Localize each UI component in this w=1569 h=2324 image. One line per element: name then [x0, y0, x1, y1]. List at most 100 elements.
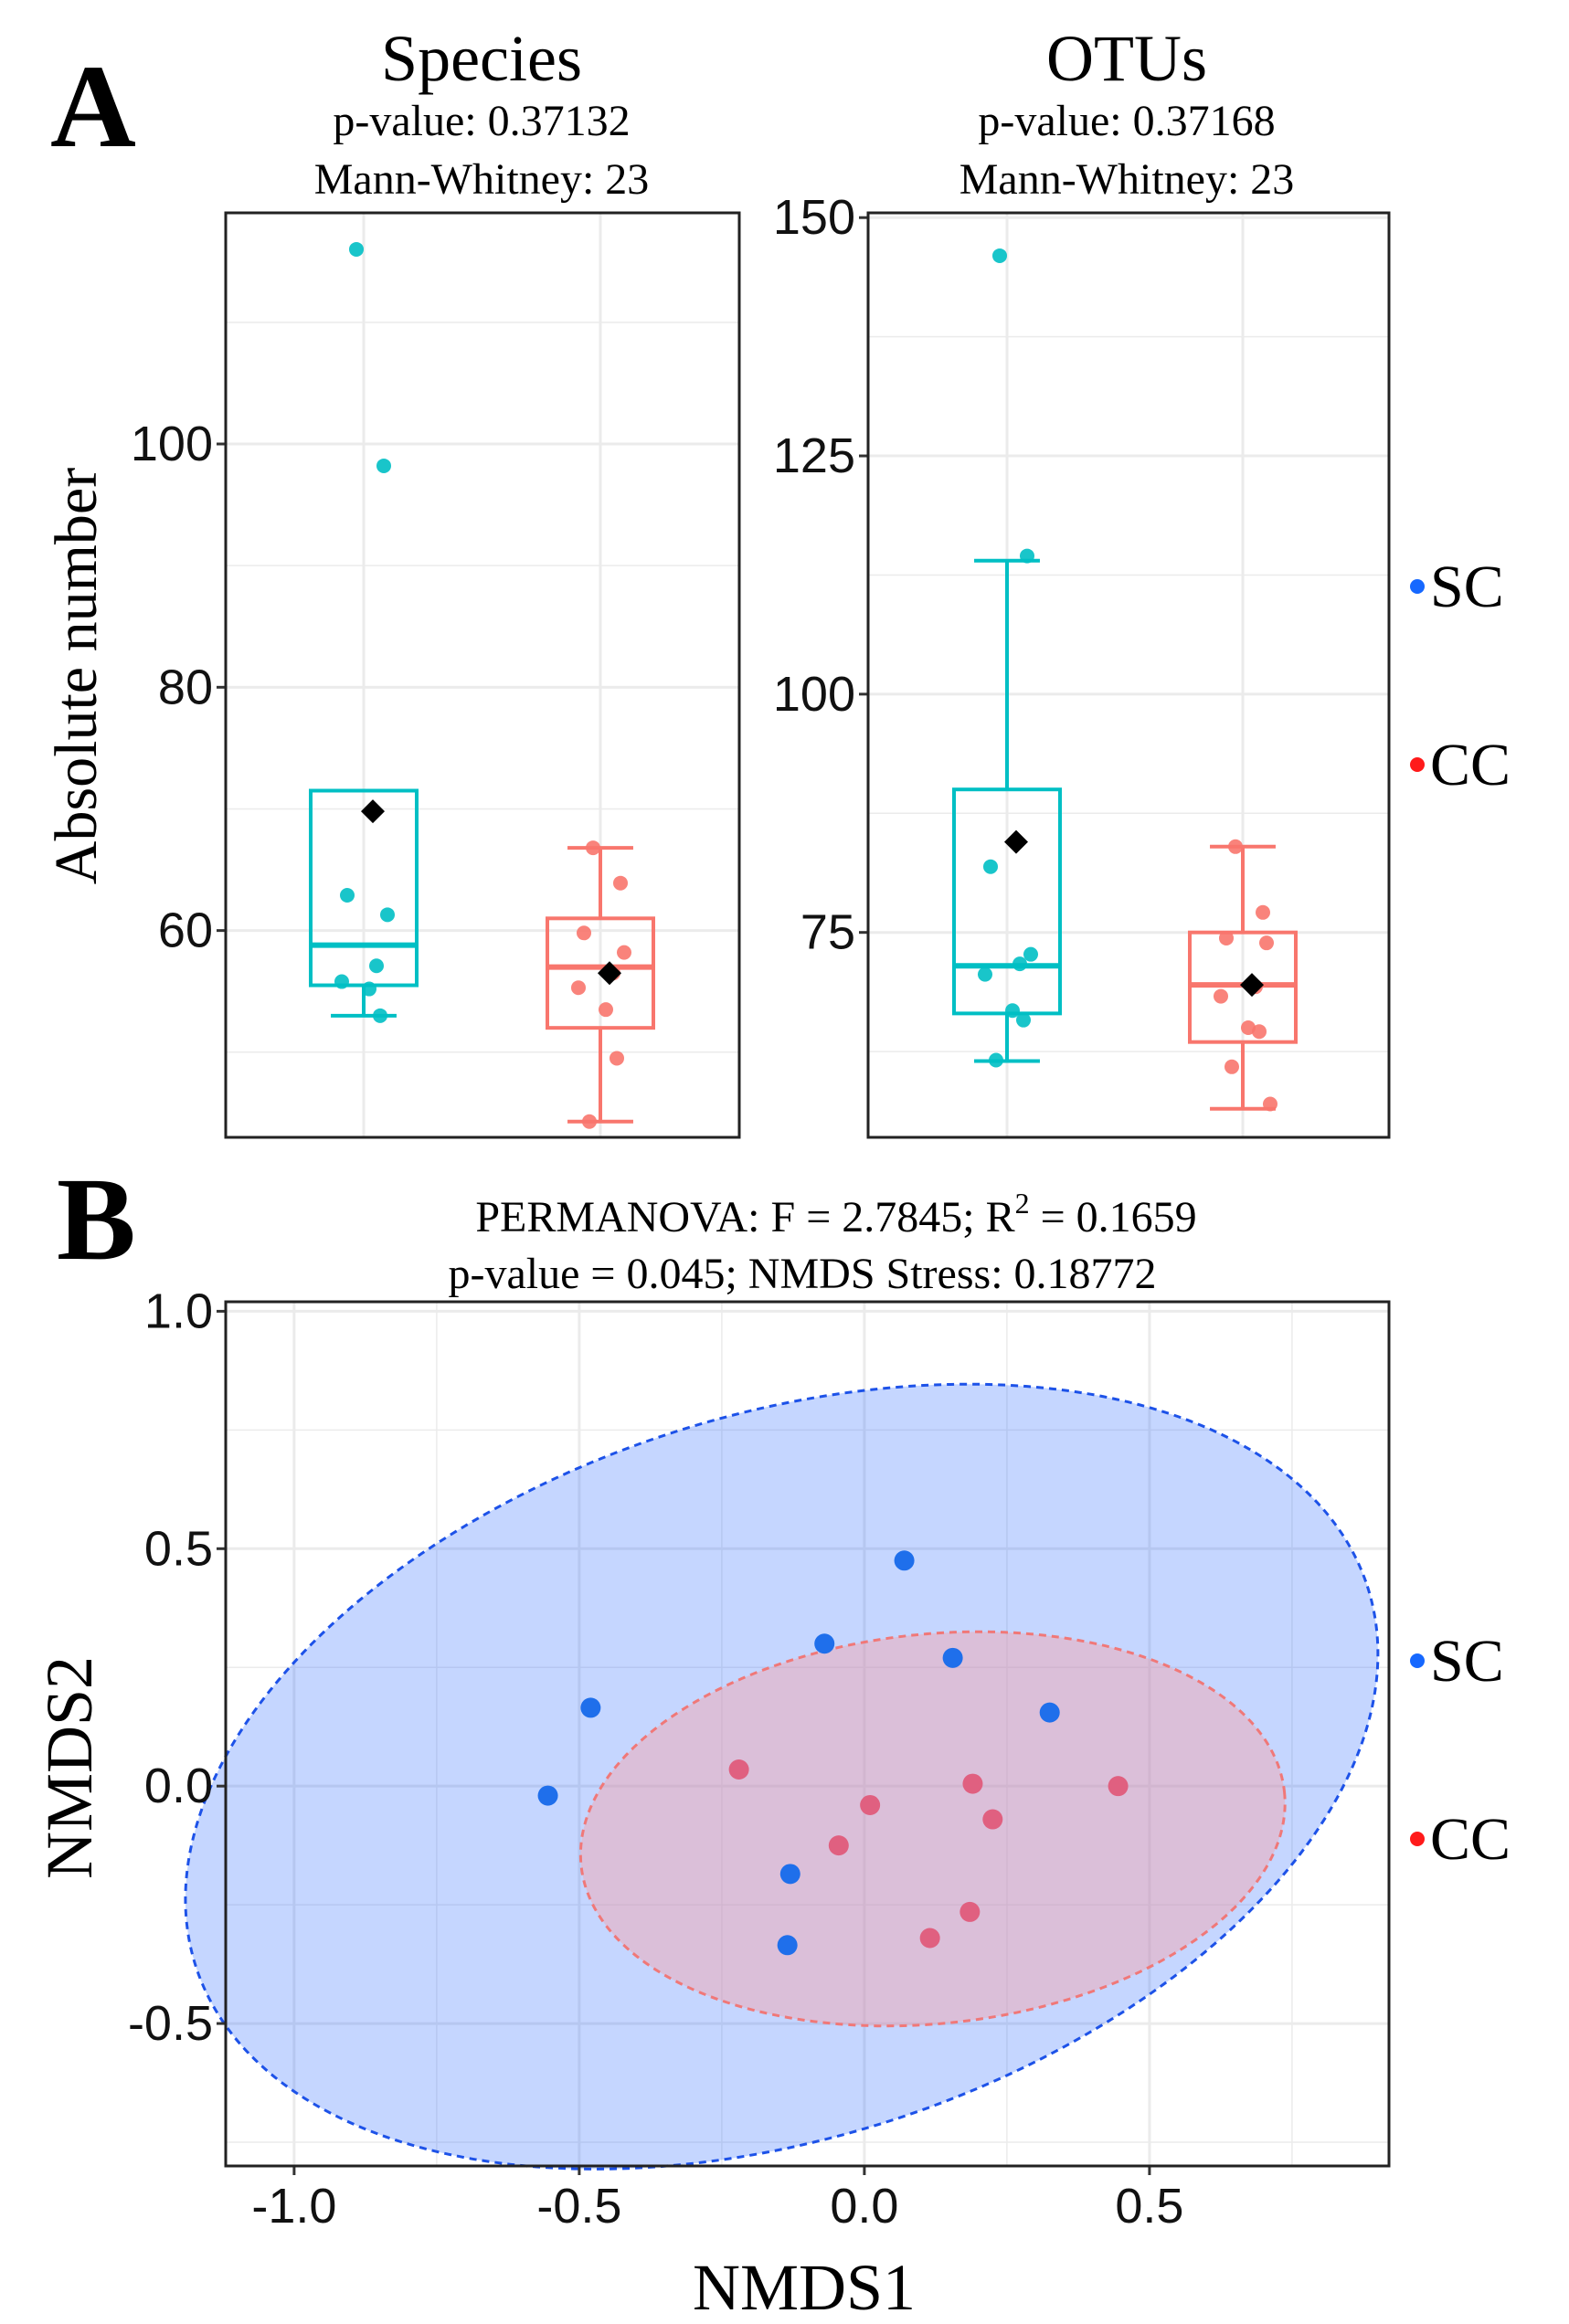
nmds-title-line-1: PERMANOVA: F = 2.7845; R2 = 0.1659 — [475, 1187, 1196, 1241]
species-title: Species — [381, 22, 582, 95]
species-cc-point — [610, 1051, 624, 1066]
nmds-cc-ellipse — [578, 1630, 1287, 2028]
otus-cc-mean-marker — [1240, 973, 1264, 998]
species-sc-point — [340, 888, 355, 903]
otus-sc-point — [1012, 956, 1027, 972]
nmds-sc-point — [537, 1785, 558, 1806]
species-boxes — [309, 788, 655, 1124]
nmds-sc-point — [779, 1864, 800, 1885]
panel-a-letter: A — [50, 41, 136, 173]
species-y-tick-label: 100 — [131, 417, 213, 471]
nmds-y-axis-title: NMDS2 — [33, 1656, 106, 1879]
nmds-cc-point — [828, 1835, 849, 1856]
legend-panel-b: SC CC — [1410, 1628, 1511, 1873]
otus-sc-mean-marker — [1004, 829, 1028, 854]
nmds-cc-point — [728, 1759, 749, 1780]
nmds-cc-point — [919, 1928, 940, 1949]
nmds-cc-point — [1108, 1776, 1129, 1797]
nmds-cc-point — [959, 1901, 981, 1922]
otus-sc-point — [1023, 946, 1038, 962]
legend-cc-label: CC — [1430, 732, 1511, 798]
nmds-sc-point — [894, 1550, 915, 1571]
nmds-panel-border — [224, 1300, 1391, 2168]
otus-cc-point — [1252, 1024, 1267, 1040]
species-y-tick-label: 80 — [158, 660, 213, 714]
legend-sc-swatch — [1410, 1653, 1425, 1668]
species-pvalue: p-value: 0.37132 — [333, 97, 630, 145]
legend-sc-label: SC — [1430, 1628, 1504, 1695]
panel-b-letter: B — [57, 1154, 136, 1285]
nmds-sc-ellipse — [184, 1382, 1380, 2171]
otus-cc-point — [1228, 839, 1243, 854]
nmds-sc-point — [777, 1935, 798, 1956]
nmds-sc-point — [1039, 1702, 1060, 1723]
otus-cc-point — [1224, 1059, 1239, 1074]
legend-cc-swatch — [1410, 1832, 1425, 1846]
nmds-title-part-2: = 0.1659 — [1030, 1193, 1197, 1241]
species-cc-mean-marker — [598, 961, 621, 986]
species-cc-point — [586, 840, 600, 856]
nmds-cc-point — [860, 1794, 881, 1815]
species-sc-point — [349, 241, 364, 257]
otus-y-tick-label: 150 — [773, 190, 855, 245]
species-boxplot-panel: Species p-value: 0.37132 Mann-Whitney: 2… — [43, 22, 741, 1139]
species-y-tick-label: 60 — [158, 903, 213, 958]
otus-mann-whitney: Mann-Whitney: 23 — [959, 155, 1295, 204]
nmds-x-tick-label: 0.5 — [1115, 2179, 1183, 2234]
species-y-axis-title: Absolute number — [43, 468, 110, 884]
nmds-cc-point — [962, 1773, 983, 1794]
otus-cc-point — [1263, 1096, 1277, 1112]
legend-sc-label: SC — [1430, 554, 1504, 620]
otus-sc-point — [992, 248, 1007, 263]
nmds-x-tick-label: -0.5 — [536, 2179, 621, 2234]
species-sc-point — [380, 907, 395, 923]
species-cc-point — [613, 875, 628, 891]
species-cc-point — [571, 980, 586, 996]
otus-panel-border — [866, 211, 1391, 1139]
otus-cc-point — [1241, 1020, 1256, 1036]
otus-sc-point — [978, 967, 992, 982]
nmds-y-tick-label: 1.0 — [144, 1283, 213, 1338]
nmds-cc-point — [982, 1809, 1003, 1830]
otus-boxplot-panel: OTUs p-value: 0.37168 Mann-Whitney: 23 7… — [773, 22, 1391, 1139]
otus-pvalue: p-value: 0.37168 — [978, 97, 1275, 145]
species-sc-mean-marker — [361, 799, 385, 824]
nmds-x-tick-label: -1.0 — [251, 2179, 336, 2234]
nmds-points — [537, 1550, 1129, 1956]
species-cc-point — [577, 925, 591, 941]
species-sc-point — [362, 981, 376, 997]
species-cc-point — [617, 945, 631, 960]
species-cc-point — [599, 1002, 613, 1018]
otus-cc-point — [1214, 988, 1228, 1004]
species-mann-whitney: Mann-Whitney: 23 — [314, 155, 650, 204]
otus-sc-point — [1020, 548, 1034, 564]
nmds-x-axis-title: NMDS1 — [693, 2251, 916, 2324]
otus-cc-point — [1219, 930, 1234, 945]
species-sc-point — [376, 458, 391, 473]
legend-sc-swatch — [1410, 579, 1425, 594]
otus-cc-point — [1259, 935, 1274, 951]
legend-cc-label: CC — [1430, 1806, 1511, 1873]
species-panel-border — [224, 211, 741, 1139]
otus-points — [978, 248, 1277, 1112]
nmds-x-tick-label: 0.0 — [830, 2179, 898, 2234]
nmds-gridlines — [226, 1302, 1389, 2166]
otus-title: OTUs — [1046, 22, 1207, 95]
otus-y-tick-label: 75 — [800, 905, 855, 960]
species-y-ticks: 60 80 100 — [131, 417, 226, 958]
otus-sc-point — [1016, 1012, 1031, 1028]
otus-sc-point — [989, 1052, 1003, 1068]
species-points — [334, 241, 631, 1129]
nmds-sc-point — [942, 1647, 963, 1668]
nmds-sc-point — [580, 1697, 601, 1718]
nmds-sc-point — [814, 1633, 835, 1654]
species-gridlines — [226, 213, 739, 1137]
nmds-ellipses — [184, 1382, 1380, 2171]
nmds-title-superscript: 2 — [1015, 1187, 1030, 1220]
nmds-y-tick-label: -0.5 — [128, 1996, 213, 2051]
species-cc-box — [546, 916, 655, 1030]
species-cc-point — [582, 1114, 597, 1129]
species-sc-point — [373, 1008, 387, 1023]
nmds-y-tick-label: 0.5 — [144, 1521, 213, 1576]
